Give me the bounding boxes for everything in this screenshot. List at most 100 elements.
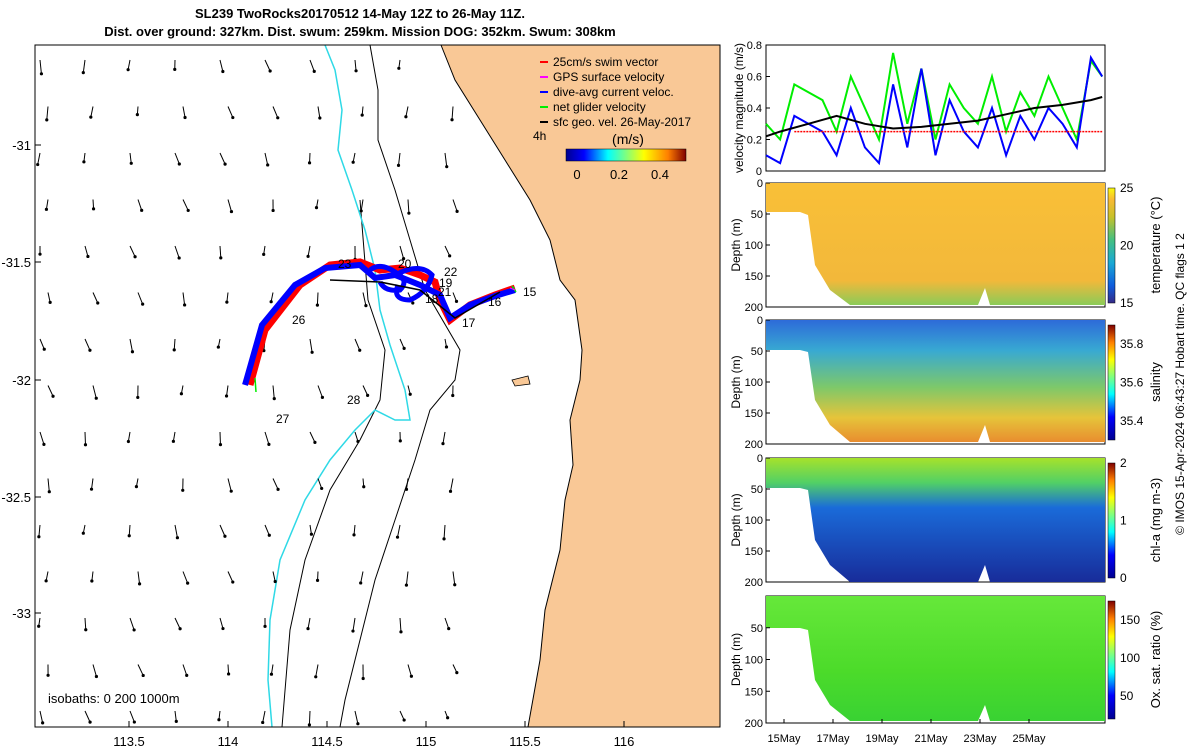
isobath-1000	[281, 199, 386, 728]
velocity-arrow	[174, 152, 180, 165]
date-tick-label: 19May	[865, 733, 899, 745]
velocity-arrow	[307, 245, 311, 257]
velocity-arrow-head	[178, 627, 182, 631]
velocity-arrow-head	[441, 441, 445, 446]
velocity-arrow-head	[409, 674, 414, 678]
velocity-arrow-head	[359, 581, 363, 585]
depth-tick-label: 200	[745, 302, 763, 314]
velocity-arrow-head	[306, 627, 310, 631]
velocity-arrow	[272, 106, 279, 118]
velocity-arrow	[129, 617, 135, 631]
velocity-arrow-head	[126, 439, 130, 444]
velocity-arrow-head	[218, 443, 223, 447]
depth-tick-label: 0	[757, 315, 763, 327]
chla-colorbar	[1107, 462, 1116, 579]
depth-tick-label: 200	[745, 577, 763, 589]
velocity-arrow-head	[186, 581, 190, 585]
velocity-arrow	[37, 152, 41, 165]
velocity-arrow	[264, 59, 271, 72]
velocity-arrow	[444, 617, 450, 629]
velocity-arrow-head	[181, 488, 185, 492]
velocity-arrow-head	[318, 116, 322, 120]
velocity-arrow-head	[177, 256, 181, 260]
map-x-tick-label: 116	[614, 734, 635, 749]
velocity-arrow	[444, 152, 448, 167]
velocity-arrow-head	[84, 628, 88, 632]
velocity-y-tick-label: 0.2	[747, 135, 762, 147]
velocity-series-line	[765, 96, 1103, 138]
date-tick-label: 23May	[963, 733, 997, 745]
velocity-arrow-head	[86, 254, 90, 259]
velocity-y-tick-label: 0.4	[747, 103, 762, 115]
colorbar-tick-label: 1	[1120, 514, 1127, 528]
velocity-arrow	[137, 292, 144, 305]
velocity-arrow	[90, 106, 94, 118]
velocity-arrow	[182, 106, 186, 118]
velocity-arrow-head	[129, 161, 133, 165]
velocity-arrow	[272, 571, 276, 582]
velocity-arrow-head	[455, 670, 459, 675]
velocity-arrow-head	[354, 69, 358, 73]
velocity-arrow-head	[42, 442, 46, 446]
velocity-arrow-head	[398, 439, 402, 443]
speed-colorbar	[565, 148, 687, 162]
velocity-arrow-head	[358, 348, 362, 352]
map-x-tick-label: 114.5	[311, 734, 343, 749]
legend-entry: net glider velocity	[553, 100, 646, 114]
velocity-arrow	[227, 106, 234, 118]
velocity-arrow	[219, 617, 224, 629]
day-label: 22	[444, 265, 458, 279]
glider-loops	[368, 264, 435, 303]
velocity-arrow-head	[90, 579, 94, 583]
velocity-arrow	[84, 245, 89, 257]
velocity-arrow	[452, 571, 456, 585]
map-frame	[34, 44, 721, 728]
velocity-arrow-head	[223, 162, 227, 166]
velocity-arrow-head	[44, 579, 48, 583]
velocity-arrow-head	[269, 672, 274, 676]
chla-section	[766, 458, 1105, 582]
velocity-arrow-head	[445, 165, 449, 169]
velocity-arrow-head	[267, 442, 271, 446]
velocity-arrow-head	[45, 118, 49, 122]
velocity-arrow-head	[315, 303, 319, 307]
velocity-arrow-head	[44, 207, 49, 211]
chart-title-line1: SL239 TwoRocks20170512 14-May 12Z to 26-…	[195, 6, 525, 21]
velocity-arrow	[317, 106, 321, 119]
velocity-arrow	[308, 710, 311, 725]
velocity-arrow-head	[88, 348, 92, 352]
velocity-arrow	[405, 106, 409, 117]
temperature-panel	[765, 182, 1116, 308]
velocity-arrow-head	[130, 350, 135, 354]
velocity-arrow-head	[444, 345, 449, 349]
velocity-arrow-head	[81, 531, 85, 535]
colorbar-tick-label: 150	[1120, 613, 1140, 627]
colorbar-tick: 0.4	[651, 167, 669, 182]
depth-tick-label: 150	[745, 686, 763, 698]
velocity-arrow	[307, 617, 311, 629]
velocity-arrow-head	[216, 345, 220, 349]
velocity-arrow-head	[356, 722, 360, 726]
velocity-arrow	[399, 338, 405, 349]
map-y-tick-label: -31.5	[1, 255, 31, 270]
velocity-arrow-head	[39, 72, 44, 76]
map-y-tick-label: -32.5	[1, 490, 31, 505]
island	[511, 375, 531, 387]
velocity-arrow-head	[450, 118, 454, 122]
oxygen-panel	[765, 595, 1116, 724]
velocity-arrow-head	[314, 675, 318, 679]
day-label: 16	[488, 295, 502, 309]
velocity-arrow	[174, 245, 180, 259]
legend-entry: dive-avg current veloc.	[553, 85, 674, 99]
velocity-arrow-head	[313, 440, 317, 444]
velocity-arrow-head	[94, 396, 98, 400]
velocity-arrow	[360, 199, 364, 211]
velocity-arrow-head	[134, 485, 139, 489]
velocity-arrow-head	[91, 207, 96, 211]
map-land	[441, 45, 720, 727]
colorbar-tick-label: 50	[1120, 689, 1134, 703]
velocity-arrow-head	[81, 71, 85, 75]
colorbar-tick-label: 0	[1120, 571, 1127, 585]
velocity-arrow	[226, 292, 229, 303]
